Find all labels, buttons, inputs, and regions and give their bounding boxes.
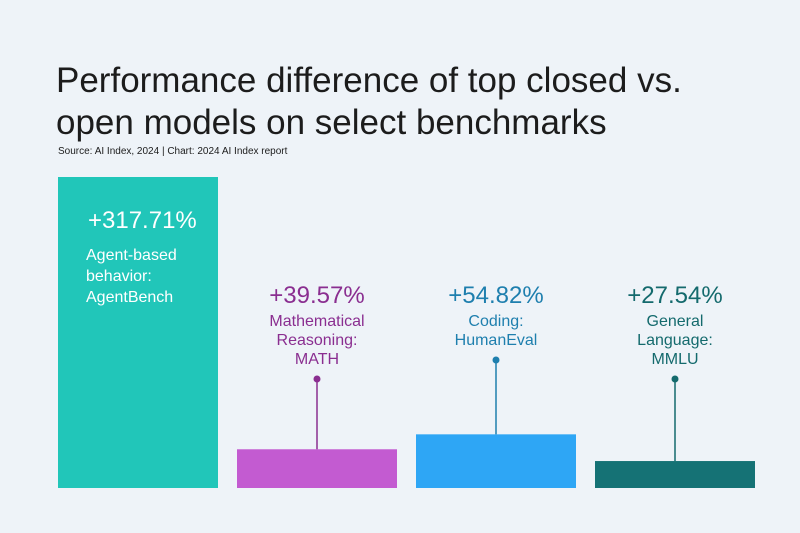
value-label-1: +39.57% (269, 282, 364, 309)
source-caption: Source: AI Index, 2024 | Chart: 2024 AI … (58, 146, 288, 157)
category-label-0-1: behavior: (86, 268, 152, 285)
leader-dot-1 (313, 375, 321, 383)
category-label-3-2: MMLU (651, 351, 698, 368)
leader-dot-2 (492, 356, 500, 364)
value-label-0: +317.71% (88, 207, 197, 234)
category-label-3-1: Language: (637, 332, 713, 349)
bar-1 (237, 449, 397, 488)
category-label-0-0: Agent-based (86, 247, 177, 264)
category-label-2-1: HumanEval (455, 332, 538, 349)
bar-0 (58, 177, 218, 488)
category-label-1-0: Mathematical (269, 313, 364, 330)
value-label-3: +27.54% (627, 282, 722, 309)
value-label-2: +54.82% (448, 282, 543, 309)
category-label-3-0: General (647, 313, 704, 330)
leader-dot-3 (671, 375, 679, 383)
category-label-0-2: AgentBench (86, 289, 173, 306)
category-label-2-0: Coding: (468, 313, 523, 330)
bar-2 (416, 434, 576, 488)
bar-3 (595, 461, 755, 488)
category-label-1-2: MATH (295, 351, 339, 368)
chart-title: Performance difference of top closed vs.… (56, 61, 682, 142)
category-label-1-1: Reasoning: (277, 332, 358, 349)
